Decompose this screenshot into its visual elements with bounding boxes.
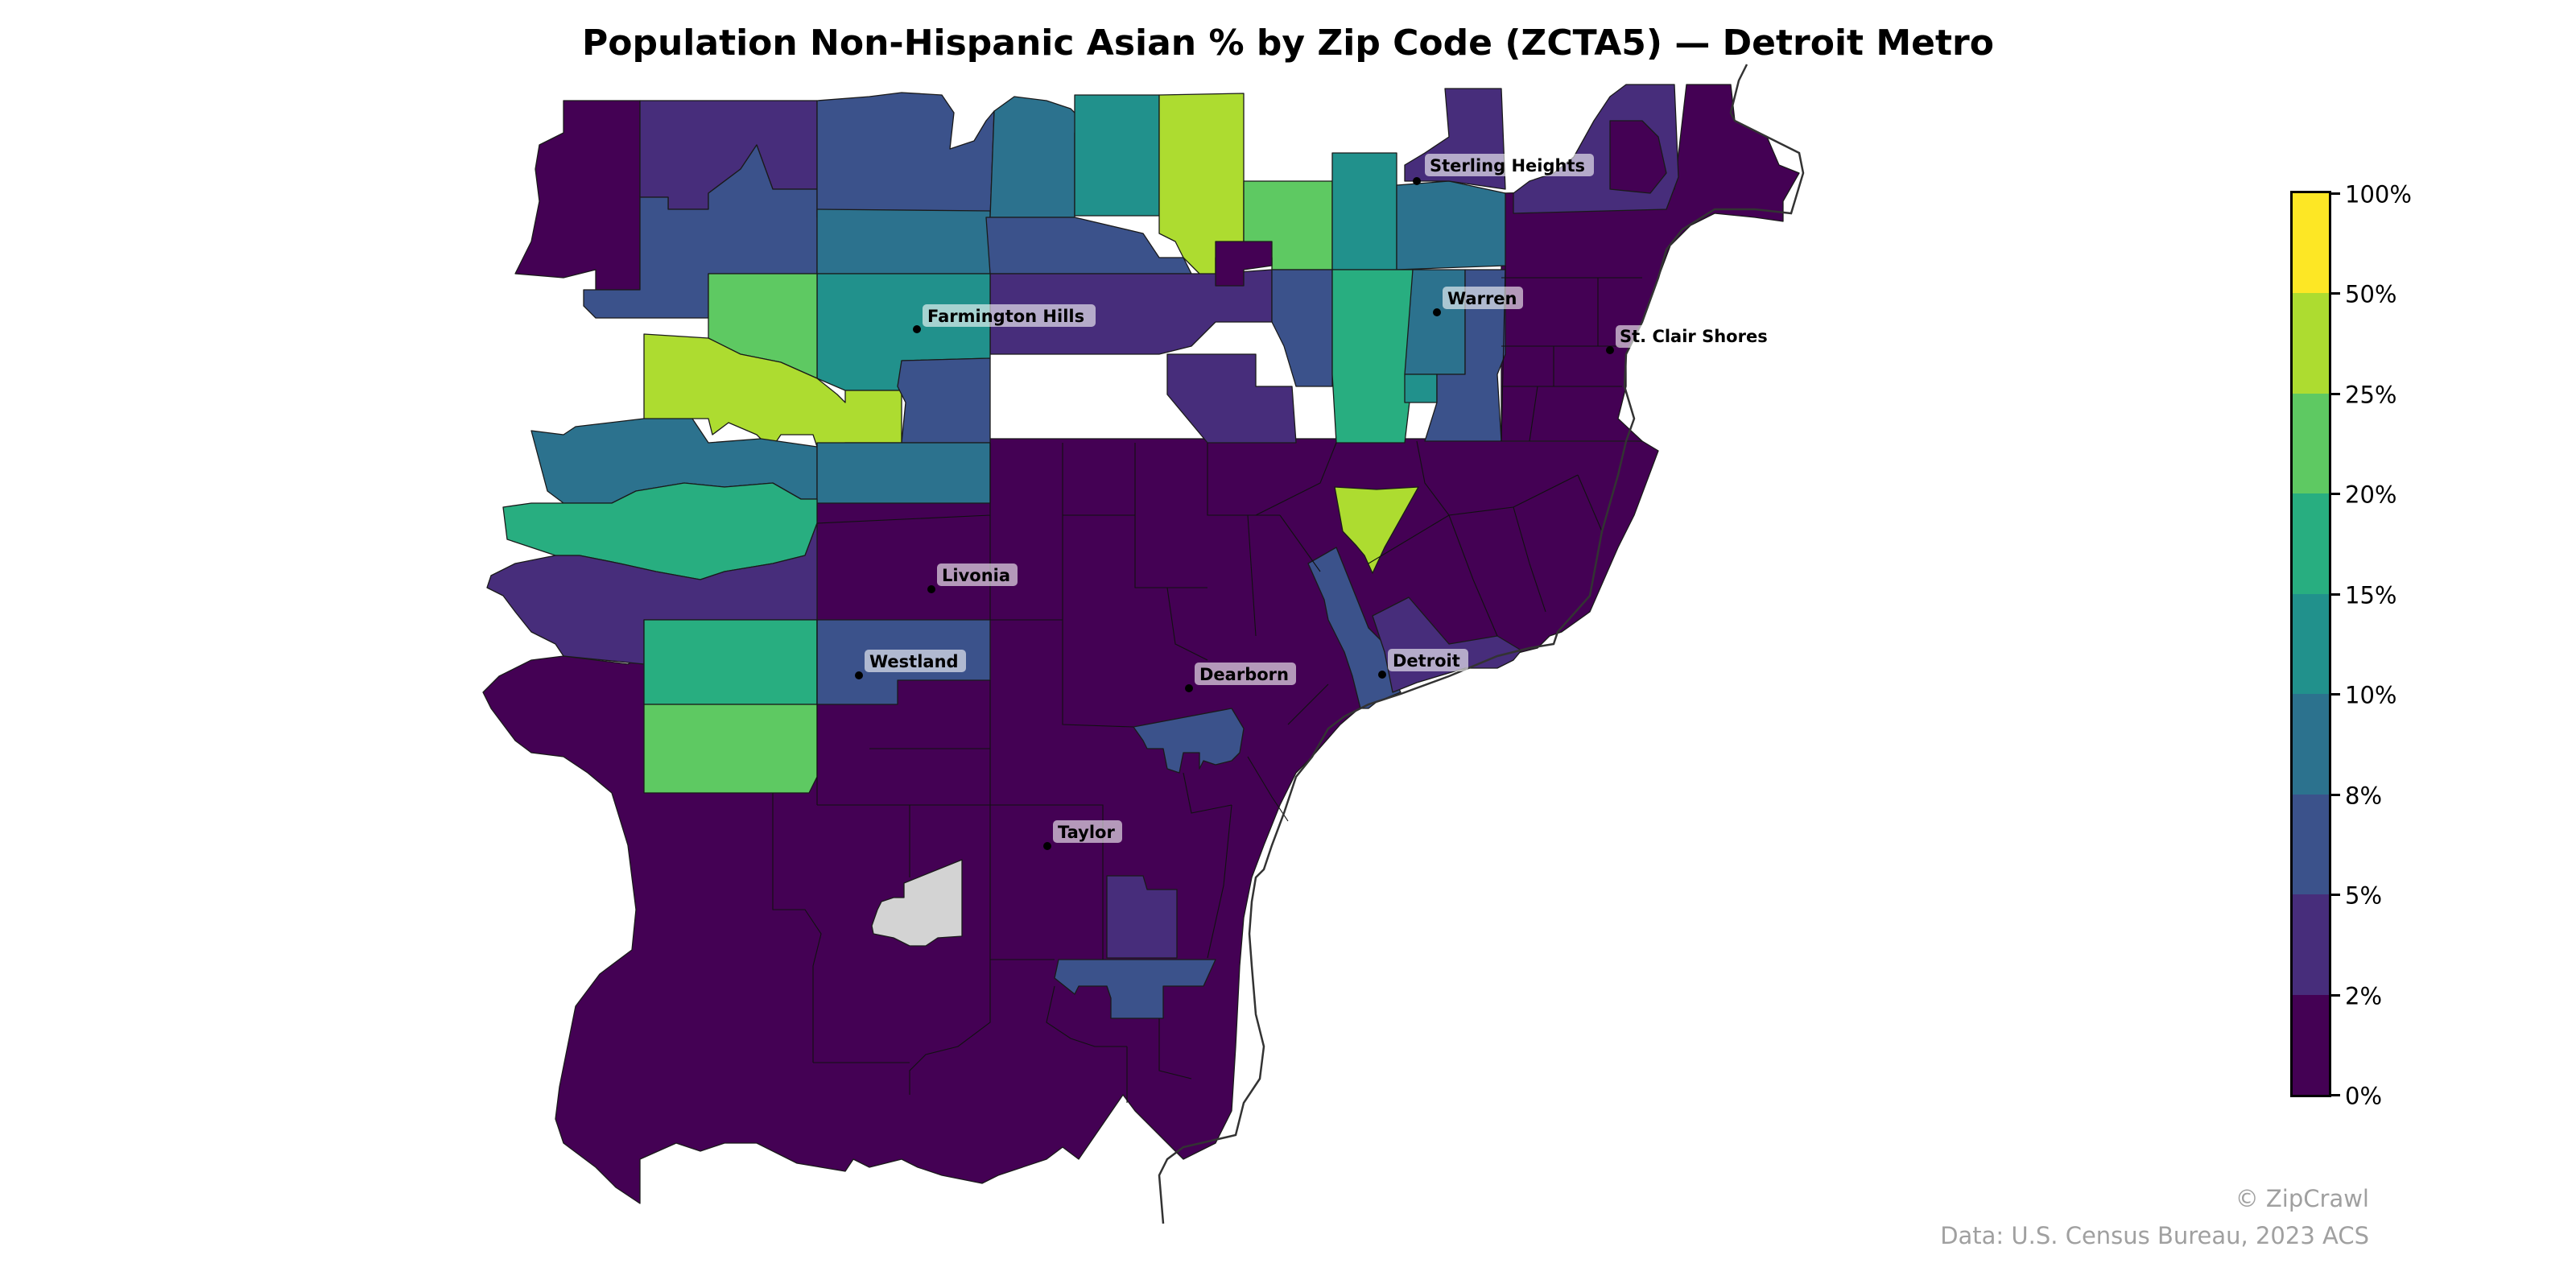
colorbar-band-15-20 xyxy=(2293,493,2329,594)
colorbar-tick-label: 2% xyxy=(2345,982,2383,1010)
zip-region-canton-south xyxy=(643,704,818,794)
colorbar-band-20-25 xyxy=(2293,393,2329,494)
city-markers: Sterling Heights Farmington Hills Warren… xyxy=(855,154,1777,850)
city-label: Detroit xyxy=(1393,651,1460,671)
zip-region-dearborn-south xyxy=(1133,708,1245,774)
city-label: Warren xyxy=(1447,289,1517,308)
colorbar-band-50-100 xyxy=(2293,193,2329,294)
zip-region-hamtramck xyxy=(1334,486,1419,574)
map-title: Population Non-Hispanic Asian % by Zip C… xyxy=(582,23,1994,64)
city-livonia: Livonia xyxy=(927,564,1018,593)
colorbar-tick xyxy=(2329,894,2340,896)
colorbar-band-10-15 xyxy=(2293,593,2329,695)
city-label: Westland xyxy=(869,652,959,671)
zip-region-plymouth xyxy=(486,522,818,665)
colorbar-tick-label: 0% xyxy=(2345,1082,2383,1110)
copyright-text: © ZipCrawl xyxy=(2235,1185,2369,1212)
colorbar-band-8-10 xyxy=(2293,694,2329,795)
zip-region-sterling-heights xyxy=(1396,180,1506,270)
city-label: Farmington Hills xyxy=(927,307,1084,326)
zip-region-canton-north xyxy=(643,619,818,705)
zip-region-midtown xyxy=(1307,547,1402,709)
colorbar-tick-label: 10% xyxy=(2345,681,2397,709)
zip-regions xyxy=(482,84,1800,1204)
city-farmington-hills: Farmington Hills xyxy=(913,304,1096,333)
colorbar-tick xyxy=(2329,393,2340,395)
city-label: Livonia xyxy=(942,566,1010,585)
city-taylor: Taylor xyxy=(1043,820,1122,850)
zip-region-romulus-east xyxy=(1106,875,1178,959)
zip-region-birmingham-dark xyxy=(1215,241,1273,287)
zip-region-macomb-north-inner xyxy=(1609,120,1667,194)
colorbar-band-0-2 xyxy=(2293,994,2329,1095)
colorbar-tick xyxy=(2329,1094,2340,1096)
zip-boundaries xyxy=(772,265,1642,1103)
colorbar-tick-label: 100% xyxy=(2345,180,2412,208)
colorbar-legend xyxy=(2290,191,2331,1097)
city-label: Taylor xyxy=(1058,823,1115,842)
colorbar-tick-label: 8% xyxy=(2345,782,2383,810)
colorbar-tick-label: 5% xyxy=(2345,881,2383,910)
city-detroit: Detroit xyxy=(1378,649,1468,679)
city-warren: Warren xyxy=(1433,287,1523,316)
zip-region-warren-east xyxy=(1424,269,1506,442)
city-label: St. Clair Shores xyxy=(1620,327,1768,346)
data-source-text: Data: U.S. Census Bureau, 2023 ACS xyxy=(1940,1222,2369,1249)
colorbar-band-2-5 xyxy=(2293,894,2329,995)
shoreline xyxy=(1158,64,1805,1224)
city-dearborn: Dearborn xyxy=(1185,663,1296,692)
zip-region-royal-oak xyxy=(1166,353,1297,444)
city-label: Dearborn xyxy=(1199,665,1289,684)
colorbar-tick xyxy=(2329,693,2340,696)
colorbar-band-25-50 xyxy=(2293,293,2329,394)
zip-region-clawson xyxy=(1271,269,1333,387)
colorbar-tick xyxy=(2329,292,2340,295)
colorbar-tick-label: 50% xyxy=(2345,280,2397,308)
city-westland: Westland xyxy=(855,650,966,679)
zip-region-oakland-central-band xyxy=(816,208,991,275)
zip-region-no-data-airport xyxy=(871,859,963,947)
colorbar-tick xyxy=(2329,493,2340,495)
colorbar-tick xyxy=(2329,994,2340,997)
colorbar-band-5-8 xyxy=(2293,794,2329,895)
city-sterling-heights: Sterling Heights xyxy=(1413,154,1594,185)
colorbar-tick xyxy=(2329,794,2340,796)
colorbar-tick-label: 20% xyxy=(2345,481,2397,509)
zip-region-bloomfield xyxy=(989,269,1273,355)
colorbar-tick xyxy=(2329,192,2340,195)
zip-region-warren-south xyxy=(1404,374,1438,403)
zip-region-farmington-south xyxy=(897,357,991,444)
zip-region-sterling-west xyxy=(1331,152,1397,270)
zip-region-warren xyxy=(1404,269,1466,375)
colorbar-tick-label: 15% xyxy=(2345,581,2397,609)
city-label: Sterling Heights xyxy=(1430,156,1585,175)
zip-region-madison-heights xyxy=(1331,269,1414,444)
zip-region-rochester-hills xyxy=(1074,94,1160,217)
city-dot xyxy=(1413,177,1421,185)
zip-region-novi-south xyxy=(816,442,991,504)
colorbar-tick xyxy=(2329,593,2340,596)
zip-region-southgate xyxy=(1054,959,1216,1019)
city-st-clair-shores: St. Clair Shores xyxy=(1606,325,1777,354)
zip-region-oakland-north xyxy=(816,92,995,218)
colorbar-tick-label: 25% xyxy=(2345,381,2397,409)
zip-region-oakland-far-nw xyxy=(514,100,641,291)
